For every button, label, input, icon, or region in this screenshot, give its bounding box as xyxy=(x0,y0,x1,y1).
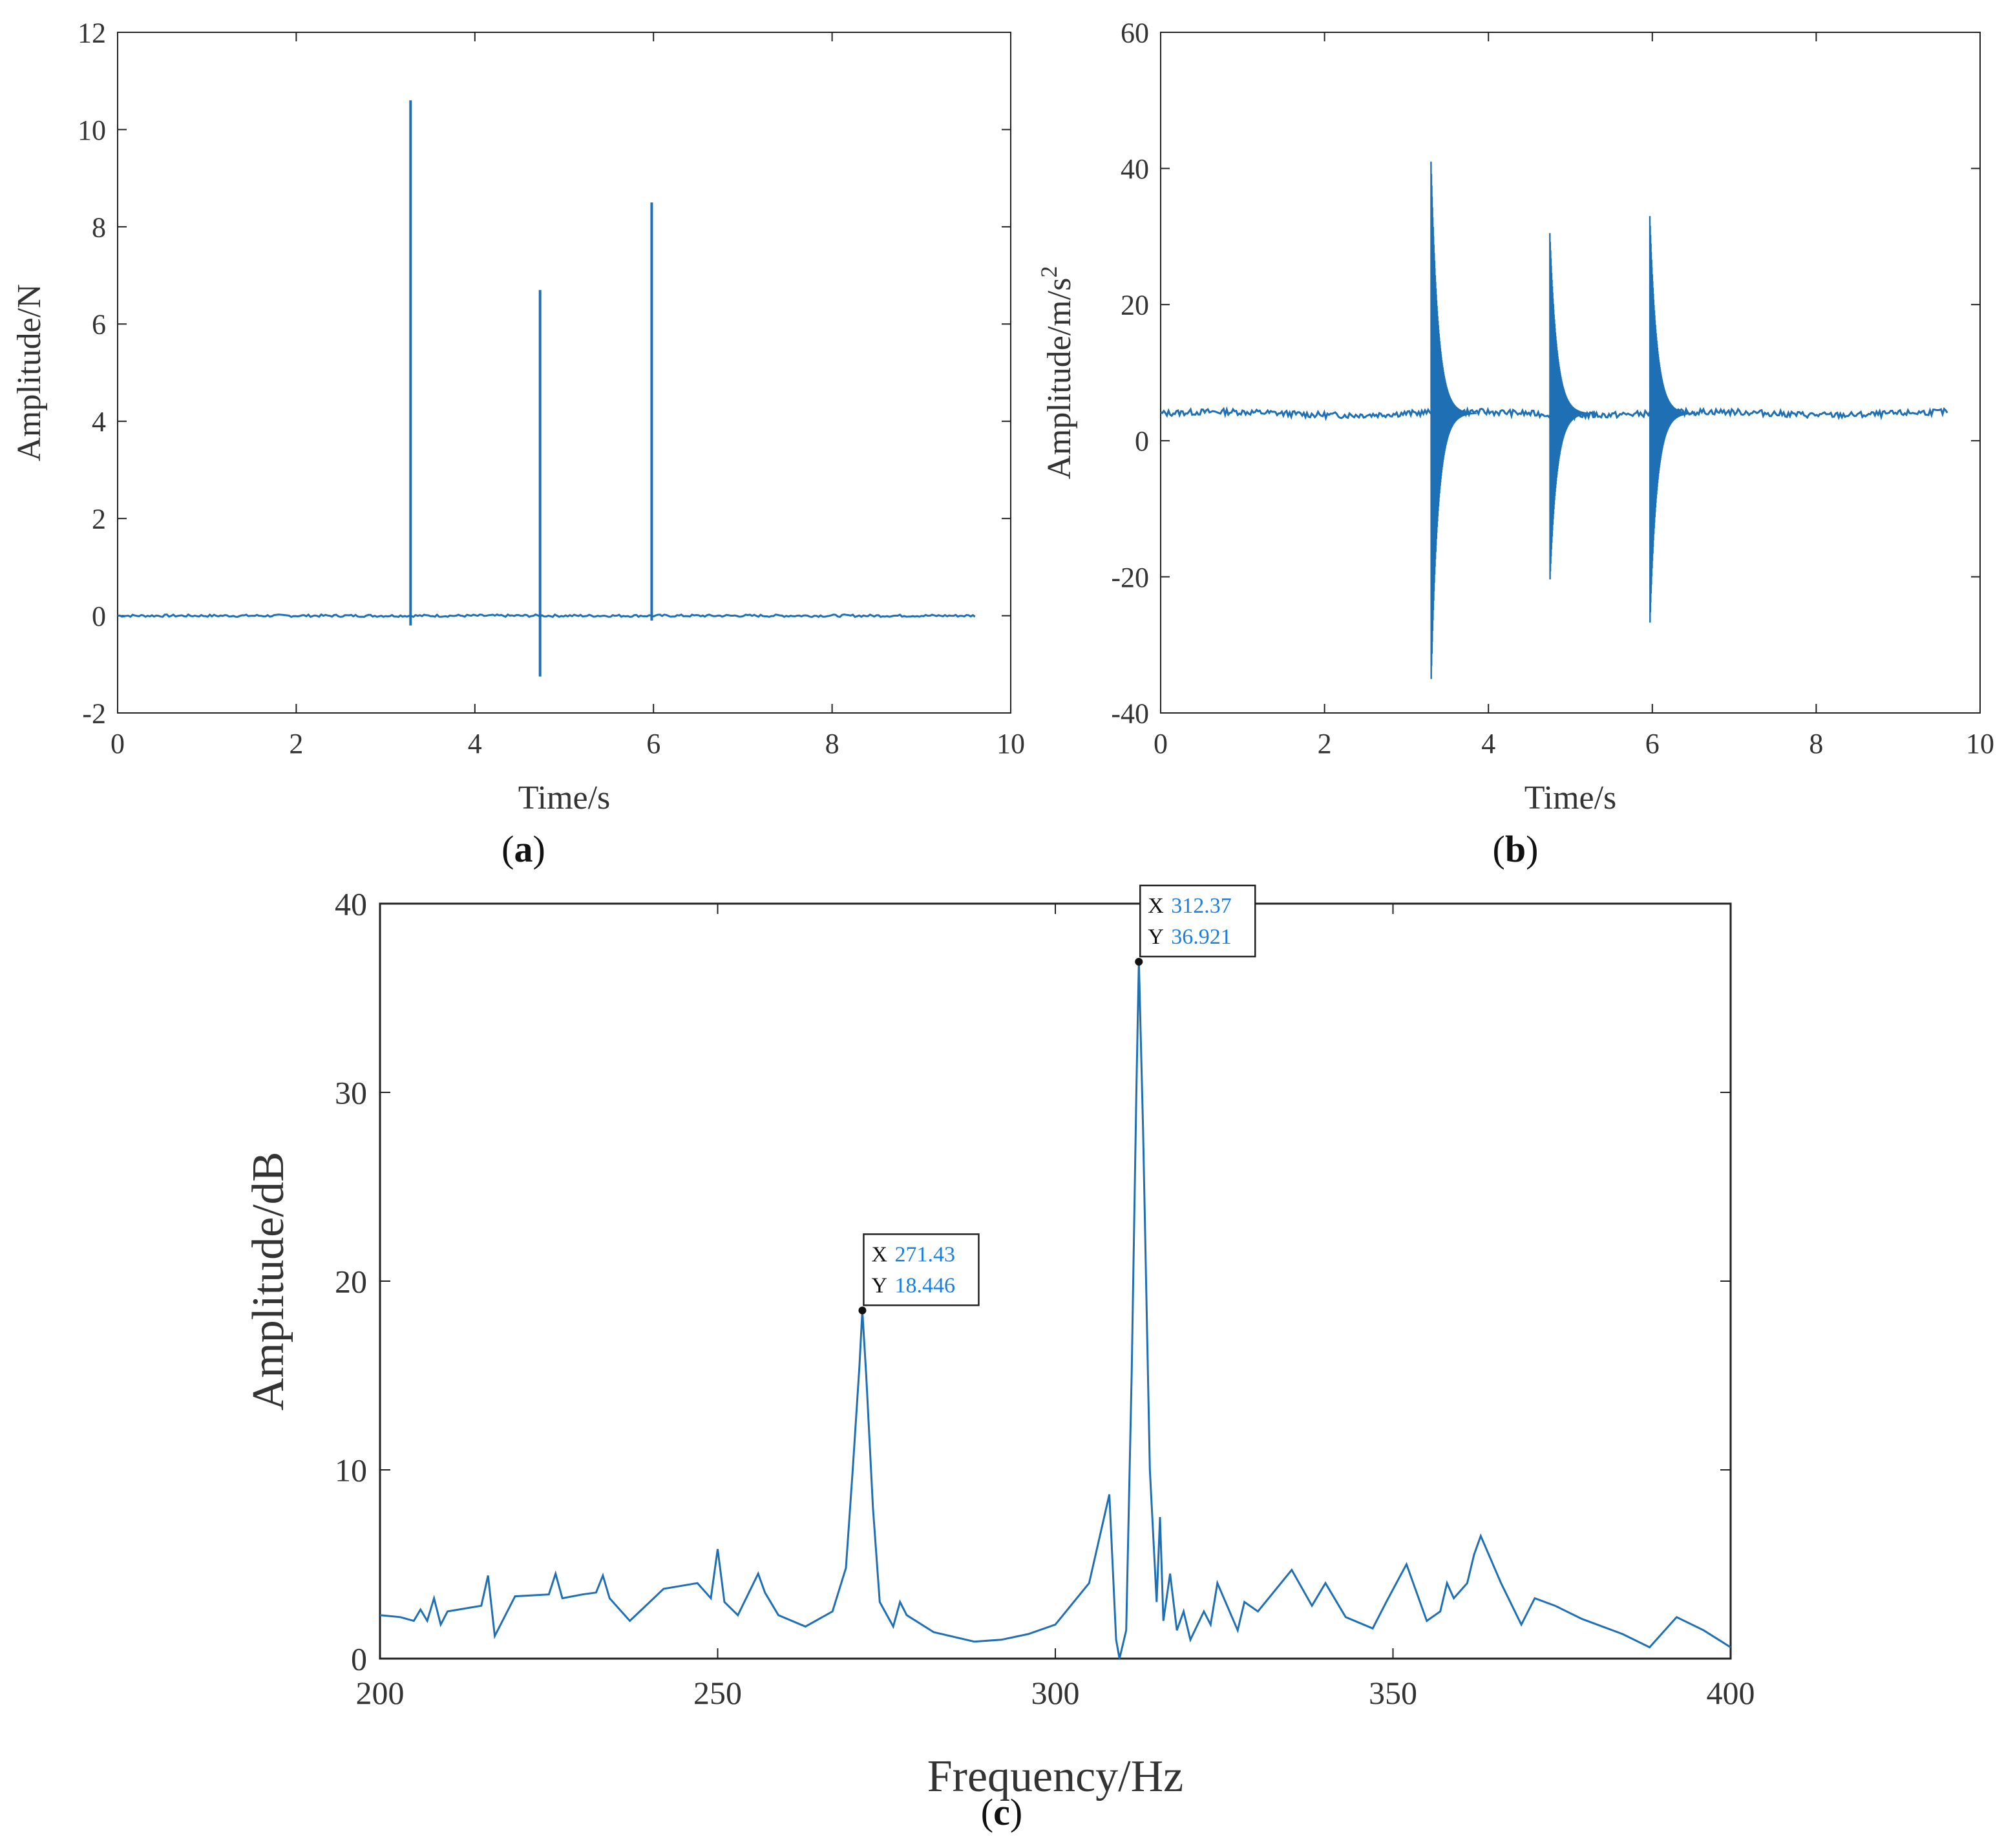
signal-baseline xyxy=(117,613,976,619)
spectrum-line xyxy=(379,961,1731,1659)
y-tick-label: 20 xyxy=(1121,290,1149,321)
datatip-value: 312.37 xyxy=(1171,894,1232,918)
x-tick-label: 4 xyxy=(1481,728,1495,759)
datatip-label: X xyxy=(871,1242,887,1266)
y-tick-label: 0 xyxy=(351,1641,367,1677)
x-axis-label: Frequency/Hz xyxy=(927,1752,1184,1801)
x-tick-label: 300 xyxy=(1031,1675,1080,1711)
datatip-marker xyxy=(1135,957,1143,966)
y-tick-label: 60 xyxy=(1121,17,1149,48)
y-axis-label: Amplitude/m/s2 xyxy=(1036,266,1078,479)
plot-frame xyxy=(117,32,1011,714)
y-tick-label: 4 xyxy=(92,406,106,438)
datatip-value: 271.43 xyxy=(894,1242,955,1266)
y-axis-label: Amplitude/dB xyxy=(244,1152,293,1411)
datatip-label: X xyxy=(1148,894,1164,918)
y-tick-label: 0 xyxy=(1135,425,1149,457)
x-tick-label: 8 xyxy=(825,728,839,759)
y-tick-label: 40 xyxy=(335,886,367,922)
x-axis-label: Time/s xyxy=(1524,780,1617,816)
y-tick-label: 10 xyxy=(335,1452,367,1489)
x-tick-label: 6 xyxy=(646,728,660,759)
x-tick-label: 250 xyxy=(693,1675,742,1711)
y-tick-label: 8 xyxy=(92,211,106,243)
caption-b: (b) xyxy=(1492,828,1539,870)
response-burst xyxy=(1430,162,1477,679)
plot-frame xyxy=(379,902,1732,1660)
y-tick-label: 6 xyxy=(92,309,106,341)
caption-a: (a) xyxy=(501,828,545,870)
y-axis-label-superscript: 2 xyxy=(1036,266,1062,277)
y-tick-label: 12 xyxy=(78,17,106,48)
y-tick-label: -2 xyxy=(82,697,106,729)
x-tick-label: 10 xyxy=(1966,728,1994,759)
y-tick-label: 30 xyxy=(335,1075,367,1111)
y-tick-label: 2 xyxy=(92,504,106,535)
y-tick-label: 0 xyxy=(92,600,106,632)
x-tick-label: 6 xyxy=(1645,728,1660,759)
datatip-marker xyxy=(858,1306,867,1315)
x-axis-label: Time/s xyxy=(518,780,611,816)
y-tick-label: 40 xyxy=(1121,153,1149,185)
x-tick-label: 10 xyxy=(997,728,1025,759)
datatip-value: 36.921 xyxy=(1171,925,1232,949)
datatip-label: Y xyxy=(1148,925,1164,949)
x-tick-label: 2 xyxy=(1318,728,1332,759)
x-tick-label: 200 xyxy=(356,1675,405,1711)
datatip-box xyxy=(1139,884,1256,958)
datatip-box xyxy=(863,1233,980,1306)
x-tick-label: 0 xyxy=(111,728,125,759)
response-burst xyxy=(1649,216,1696,623)
datatip-label: Y xyxy=(871,1273,887,1297)
x-tick-label: 400 xyxy=(1707,1675,1755,1711)
caption-c: (c) xyxy=(980,1791,1023,1833)
plot-frame xyxy=(1160,32,1981,714)
panel-b: 0 2 4 6 8 10 -40 -20 0 20 40 60 Time/s Amplitude/m/s2 xyxy=(1036,17,1994,816)
datatip-value: 18.446 xyxy=(894,1273,955,1297)
y-axis-label: Amplitude/N xyxy=(11,284,48,461)
response-burst xyxy=(1549,233,1596,580)
y-tick-label: 10 xyxy=(78,114,106,146)
panel-c: 200 250 300 350 400 0 10 20 30 40 Frequency/Hz Ampl… xyxy=(244,884,1755,1801)
x-tick-label: 2 xyxy=(289,728,303,759)
x-tick-label: 8 xyxy=(1809,728,1823,759)
y-tick-label: 20 xyxy=(335,1264,367,1300)
x-tick-label: 4 xyxy=(468,728,482,759)
x-tick-label: 350 xyxy=(1369,1675,1417,1711)
y-tick-label: -20 xyxy=(1111,562,1149,593)
y-tick-label: -40 xyxy=(1111,697,1149,729)
x-tick-label: 0 xyxy=(1154,728,1168,759)
